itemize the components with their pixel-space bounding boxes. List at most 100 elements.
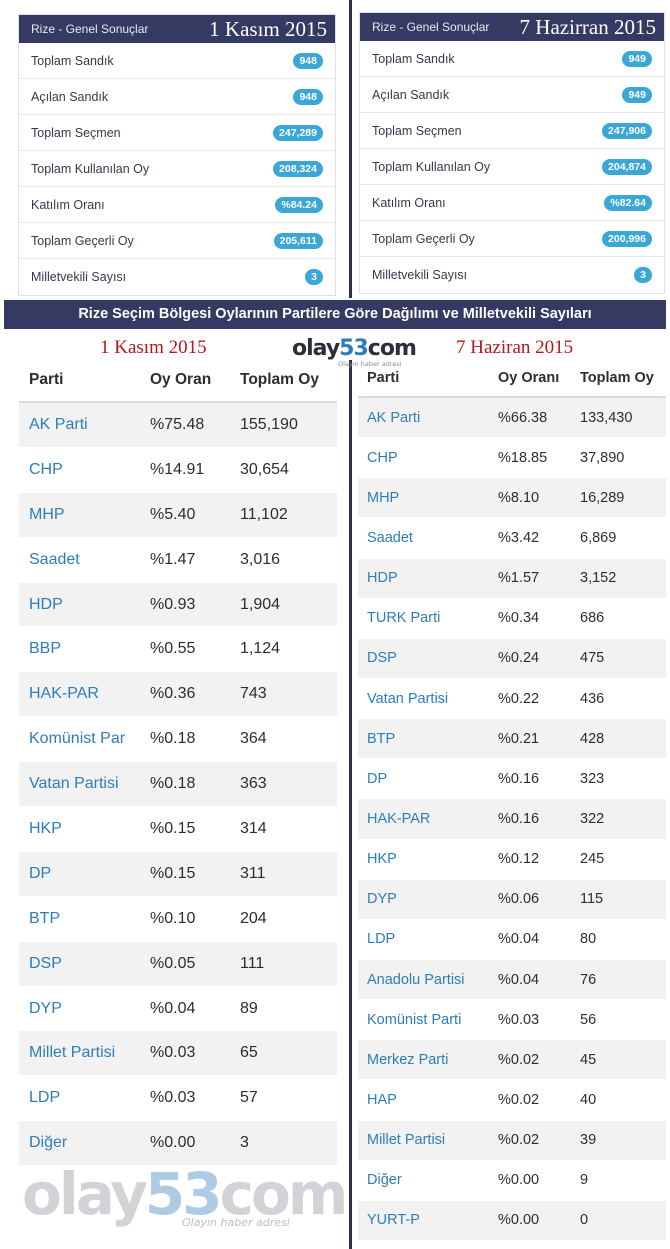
vote-total: 37,890: [580, 449, 625, 466]
party-name: CHP: [29, 460, 63, 478]
table-row: Millet Partisi %0.02 39: [358, 1120, 666, 1161]
summary-row: Toplam Kullanılan Oy 208,324: [19, 151, 335, 187]
summary-card-label: Rize - Genel Sonuçlar: [372, 20, 490, 34]
column-header: Parti: [29, 370, 64, 388]
vote-total: 40: [580, 1091, 597, 1108]
vote-total: 3: [240, 1134, 249, 1152]
party-name: HAP: [367, 1091, 397, 1108]
summary-value-badge: 949: [622, 50, 652, 67]
table-row: HDP %1.57 3,152: [358, 558, 666, 599]
summary-value-badge: 3: [634, 267, 652, 283]
vote-share: %0.03: [150, 1089, 196, 1107]
table-header-row: Parti Oy Oran Toplam Oy: [19, 358, 337, 403]
table-row: LDP %0.03 57: [19, 1076, 337, 1122]
vote-total: 65: [240, 1044, 258, 1062]
table-row: MHP %5.40 11,102: [19, 492, 337, 538]
vote-share: %0.34: [498, 610, 540, 627]
summary-card-nov-2015: Rize - Genel Sonuçlar 1 Kasım 2015 Topla…: [18, 14, 336, 296]
table-row: DYP %0.06 115: [358, 879, 666, 920]
party-name: HAK-PAR: [367, 810, 431, 827]
vote-share: %0.15: [150, 864, 196, 882]
table-row: HAK-PAR %0.36 743: [19, 672, 337, 718]
summary-value-badge: %82.64: [604, 194, 652, 211]
table-row: TURK Parti %0.34 686: [358, 599, 666, 639]
right-table-title: 7 Haziran 2015: [456, 337, 574, 358]
summary-card-label: Rize - Genel Sonuçlar: [31, 22, 149, 36]
vote-total: 364: [240, 730, 267, 748]
summary-row: Milletvekili Sayısı 3: [360, 257, 664, 293]
vote-share: %0.02: [498, 1051, 540, 1068]
party-name: HAK-PAR: [29, 685, 99, 703]
column-header: Toplam Oy: [240, 370, 319, 388]
table-row: BTP %0.21 428: [358, 719, 666, 760]
vote-share: %0.00: [498, 1172, 540, 1189]
summary-value-badge: 948: [293, 52, 323, 69]
party-name: BTP: [367, 730, 396, 747]
vote-share: %0.02: [498, 1132, 540, 1149]
results-table-jun-2015: Parti Oy Oranı Toplam Oy AK Parti %66.38 133,…: [358, 360, 666, 1241]
summary-row-label: Açılan Sandık: [372, 87, 450, 102]
table-row: YURT-P %0.00 0: [358, 1200, 666, 1241]
vote-share: %0.04: [150, 999, 196, 1017]
summary-card-date: 7 Hazirran 2015: [519, 14, 656, 39]
vote-share: %0.16: [498, 770, 540, 787]
summary-row: Açılan Sandık 948: [19, 79, 335, 115]
vote-share: %0.03: [150, 1044, 196, 1062]
vote-share: %1.47: [150, 550, 196, 568]
summary-row: Katılım Oranı %82.64: [360, 185, 664, 221]
table-row: HDP %0.93 1,904: [19, 582, 337, 628]
summary-row: Toplam Seçmen 247,906: [360, 113, 664, 149]
party-name: Saadet: [29, 550, 80, 568]
site-logo: olay53com Olayın haber adresi: [292, 336, 417, 368]
summary-row-label: Toplam Kullanılan Oy: [372, 159, 491, 174]
vote-share: %0.04: [498, 931, 540, 948]
party-name: YURT-P: [367, 1212, 420, 1229]
party-name: DYP: [29, 999, 62, 1017]
column-header: Oy Oranı: [498, 370, 560, 386]
party-name: Diğer: [367, 1172, 402, 1189]
watermark-logo: olay53com Olayın haber adresi: [22, 1160, 348, 1229]
section-banner: Rize Seçim Bölgesi Oylarının Partilere G…: [4, 300, 666, 329]
vote-total: 743: [240, 685, 267, 703]
vote-share: %0.24: [498, 650, 540, 667]
summary-row-label: Toplam Seçmen: [372, 123, 462, 138]
vote-total: 204: [240, 909, 267, 927]
party-name: HKP: [367, 851, 397, 868]
results-table-nov-2015: Parti Oy Oran Toplam Oy AK Parti %75.48 155,1…: [19, 358, 337, 1167]
vote-total: 436: [580, 690, 605, 707]
summary-value-badge: 3: [305, 269, 323, 285]
vote-total: 686: [580, 610, 605, 627]
vote-share: %0.22: [498, 690, 540, 707]
table-row: Komünist Par %0.18 364: [19, 717, 337, 763]
party-name: Komünist Par: [29, 730, 126, 748]
watermark-tagline: Olayın haber adresi: [182, 1216, 290, 1229]
summary-row: Açılan Sandık 949: [360, 77, 664, 113]
logo-text-number: 53: [339, 336, 369, 361]
party-name: TURK Parti: [367, 610, 441, 627]
party-name: Millet Partisi: [29, 1044, 116, 1062]
summary-row-label: Toplam Sandık: [31, 53, 114, 68]
vote-total: 76: [580, 971, 597, 988]
table-header-row: Parti Oy Oranı Toplam Oy: [358, 360, 666, 398]
top-divider: [349, 0, 352, 298]
bottom-divider: [349, 360, 352, 1249]
vote-total: 3,016: [240, 550, 281, 568]
table-row: HKP %0.12 245: [358, 840, 666, 880]
summary-value-badge: 200,996: [602, 230, 652, 247]
vote-share: %0.06: [498, 891, 540, 908]
summary-row-label: Toplam Geçerli Oy: [31, 233, 134, 248]
vote-total: 111: [240, 954, 265, 972]
table-row: DYP %0.04 89: [19, 987, 337, 1032]
party-name: DP: [29, 864, 52, 882]
party-name: LDP: [29, 1089, 61, 1107]
table-row: Anadolu Partisi %0.04 76: [358, 959, 666, 1001]
vote-share: %75.48: [150, 415, 205, 433]
summary-row: Toplam Geçerli Oy 205,611: [19, 223, 335, 259]
summary-value-badge: %84.24: [275, 196, 323, 213]
watermark-text-a: olay: [22, 1160, 148, 1228]
vote-total: 1,904: [240, 595, 281, 613]
summary-row: Toplam Sandık 949: [360, 41, 664, 77]
summary-row-label: Açılan Sandık: [31, 89, 109, 104]
table-row: BBP %0.55 1,124: [19, 627, 337, 673]
table-row: DP %0.16 323: [358, 759, 666, 800]
